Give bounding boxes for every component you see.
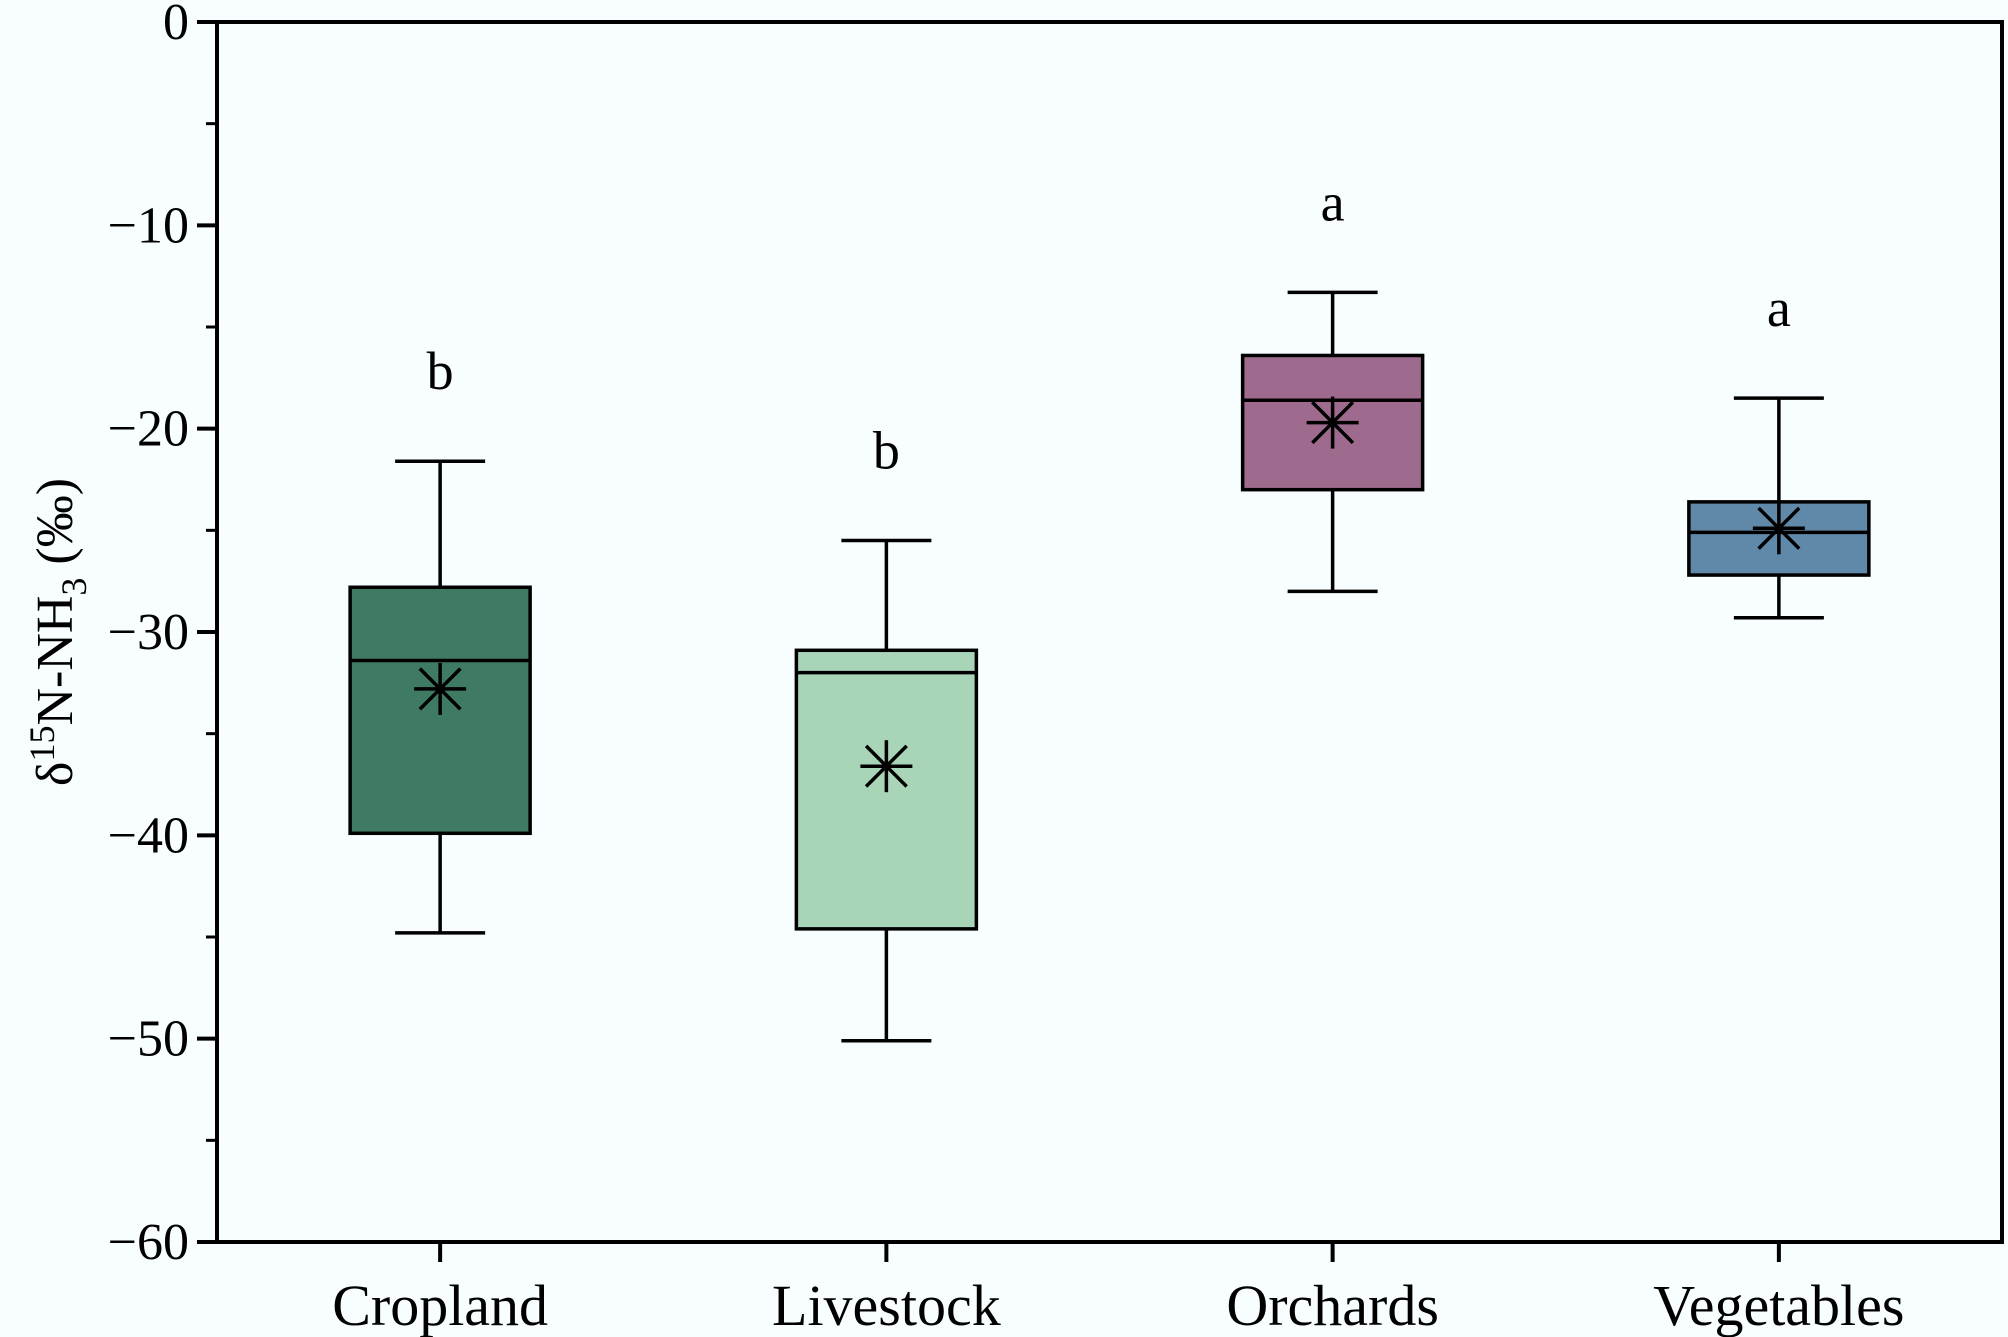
significance-letter: a [1767, 278, 1791, 338]
x-tick-label-2: Orchards [1226, 1273, 1439, 1337]
significance-letter: b [427, 341, 454, 401]
y-tick-label-5: −50 [108, 1011, 189, 1068]
box-vegetables: a [1687, 278, 1871, 620]
y-tick-label-4: −40 [108, 807, 189, 864]
x-tick-label-1: Livestock [772, 1273, 1001, 1337]
significance-letter: a [1321, 172, 1345, 232]
mean-marker-d2 [1311, 401, 1355, 445]
mean-marker-d2 [418, 667, 462, 711]
y-tick-label-0: 0 [163, 0, 189, 51]
mean-marker-d2 [1757, 506, 1801, 550]
mean-marker [1752, 502, 1805, 555]
plot-frame [215, 20, 2004, 1244]
y-tick-label-1: −10 [108, 197, 189, 254]
box-cropland: b [348, 341, 532, 935]
y-tick-label-6: −60 [108, 1214, 189, 1271]
mean-marker-d2 [864, 744, 908, 788]
box-livestock: b [794, 421, 979, 1043]
y-tick-label-2: −20 [108, 401, 189, 458]
mean-marker [414, 662, 467, 715]
y-tick-label-3: −30 [108, 604, 189, 661]
significance-letter: b [873, 421, 900, 481]
mean-marker [1306, 396, 1359, 449]
x-tick-label-0: Cropland [332, 1273, 548, 1337]
boxes-layer: b b a a [348, 172, 1871, 1043]
box-orchards: a [1240, 172, 1425, 594]
axis-layer: 0 −10 −20 −30 −40 −50 −60 Cropland Livestock Orch… [108, 0, 1905, 1337]
y-axis-label: δ15N-NH3 (‰) [22, 478, 94, 786]
mean-marker [860, 740, 913, 793]
x-tick-label-3: Vegetables [1653, 1273, 1904, 1337]
